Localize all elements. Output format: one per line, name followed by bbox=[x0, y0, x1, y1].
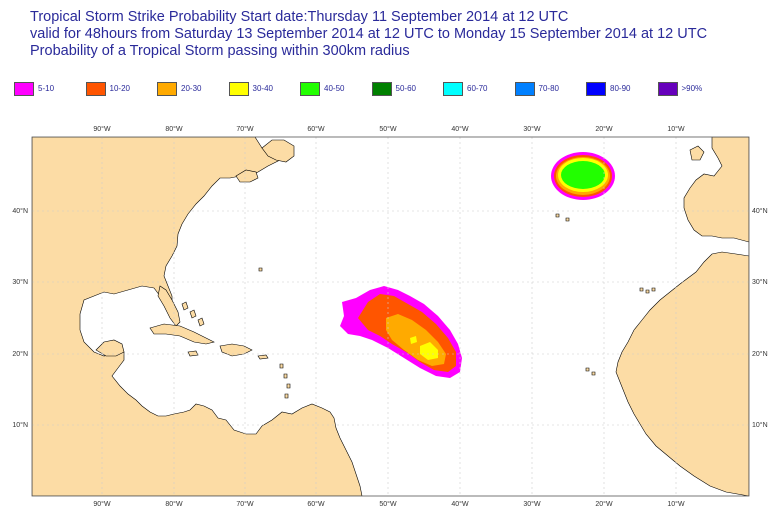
europe-africa-landmass bbox=[615, 137, 749, 496]
longitude-label: 80°W bbox=[165, 125, 183, 133]
legend-swatch bbox=[85, 82, 106, 96]
storm-track-probability bbox=[340, 286, 462, 378]
latitude-label: 40°N bbox=[752, 207, 768, 215]
legend-swatch bbox=[586, 82, 606, 96]
legend-label: 30-40 bbox=[252, 84, 273, 93]
longitude-label: 10°W bbox=[667, 125, 685, 133]
latitude-label: 40°N bbox=[12, 207, 28, 215]
azores-islands bbox=[555, 213, 570, 222]
yucatan-landmass bbox=[95, 339, 125, 357]
latitude-label: 30°N bbox=[12, 278, 28, 286]
legend-swatch bbox=[657, 82, 678, 96]
longitude-label: 40°W bbox=[451, 500, 469, 508]
longitude-label: 50°W bbox=[379, 125, 397, 133]
contour-30-40-small bbox=[410, 336, 417, 344]
nova-scotia-landmass bbox=[235, 169, 259, 183]
bahamas-islands bbox=[181, 301, 205, 327]
latitude-label: 10°N bbox=[752, 421, 768, 429]
legend-swatch bbox=[14, 82, 34, 96]
longitude-label: 30°W bbox=[523, 500, 541, 508]
longitude-label: 50°W bbox=[379, 500, 397, 508]
legend-swatch bbox=[300, 82, 320, 96]
canary-islands bbox=[639, 287, 656, 294]
legend-swatch bbox=[371, 82, 392, 96]
cuba-island bbox=[149, 323, 215, 345]
longitude-label: 80°W bbox=[165, 500, 183, 508]
legend-label: 5-10 bbox=[38, 84, 55, 93]
longitude-label: 70°W bbox=[236, 125, 254, 133]
legend-swatch bbox=[443, 82, 463, 96]
longitude-label: 30°W bbox=[523, 125, 541, 133]
cape-verde-islands bbox=[585, 367, 596, 376]
legend-swatch bbox=[514, 82, 535, 96]
title-line-3: Probability of a Tropical Storm passing … bbox=[30, 43, 410, 59]
hispaniola-island bbox=[219, 343, 253, 357]
legend-label: 20-30 bbox=[181, 84, 202, 93]
longitude-label: 70°W bbox=[236, 500, 254, 508]
longitude-label: 90°W bbox=[93, 500, 111, 508]
legend-label: 50-60 bbox=[395, 84, 416, 93]
latitude-label: 20°N bbox=[12, 350, 28, 358]
legend-label: 40-50 bbox=[324, 84, 345, 93]
newfoundland-landmass bbox=[261, 139, 295, 163]
puerto-rico-island bbox=[257, 354, 269, 360]
latitude-label: 10°N bbox=[12, 421, 28, 429]
map-frame bbox=[31, 136, 750, 497]
legend-label: 60-70 bbox=[467, 84, 488, 93]
longitude-label: 60°W bbox=[307, 125, 325, 133]
blob-contour-40-50 bbox=[561, 161, 605, 189]
title-line-1: Tropical Storm Strike Probability Start … bbox=[30, 9, 569, 25]
longitude-label: 40°W bbox=[451, 125, 469, 133]
longitude-label: 90°W bbox=[93, 125, 111, 133]
title-line-2: valid for 48hours from Saturday 13 Septe… bbox=[30, 26, 708, 42]
latitude-label: 30°N bbox=[752, 278, 768, 286]
longitude-label: 20°W bbox=[595, 500, 613, 508]
longitude-label: 20°W bbox=[595, 125, 613, 133]
jamaica-island bbox=[187, 350, 199, 357]
north-east-probability-area bbox=[551, 152, 615, 200]
legend-label: 80-90 bbox=[610, 84, 631, 93]
longitude-label: 10°W bbox=[667, 500, 685, 508]
bermuda-island bbox=[258, 267, 263, 272]
legend-swatch bbox=[157, 82, 177, 96]
legend-swatch bbox=[228, 82, 249, 96]
ireland-island bbox=[689, 145, 705, 161]
lesser-antilles-islands bbox=[279, 363, 291, 399]
latitude-label: 20°N bbox=[752, 350, 768, 358]
longitude-label: 60°W bbox=[307, 500, 325, 508]
legend-label: 10-20 bbox=[109, 84, 130, 93]
legend-label: >90% bbox=[681, 84, 703, 93]
legend-label: 70-80 bbox=[538, 84, 559, 93]
contour-30-40 bbox=[420, 342, 438, 360]
florida-landmass bbox=[157, 285, 181, 327]
